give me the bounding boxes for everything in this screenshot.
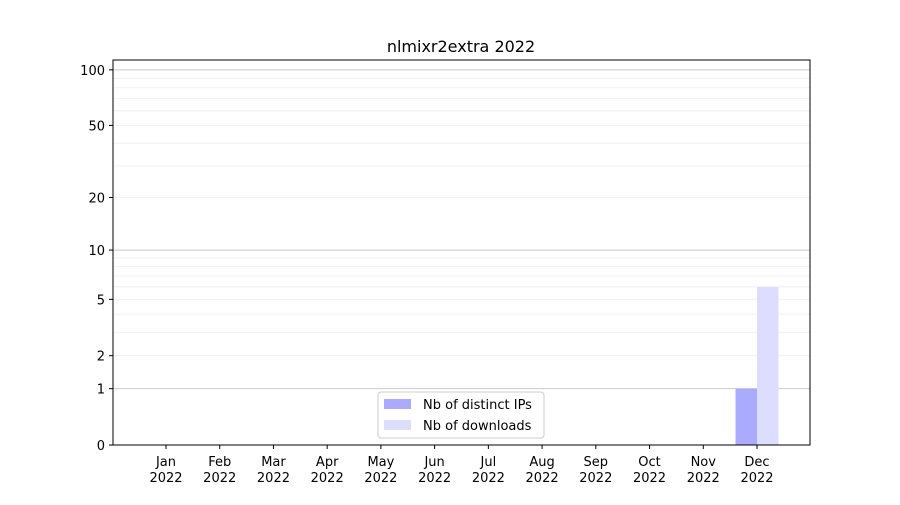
- x-tick-label-month: Jul: [480, 455, 497, 470]
- plot-frame: [112, 59, 811, 446]
- x-tick-label-month: Jan: [155, 455, 176, 470]
- x-tick-label-year: 2022: [149, 471, 182, 486]
- x-tick-label-month: May: [367, 455, 394, 470]
- legend-swatch: [384, 399, 411, 409]
- x-tick-label-month: Feb: [208, 455, 231, 470]
- x-tick-label-year: 2022: [203, 471, 236, 486]
- legend-label: Nb of downloads: [423, 419, 532, 434]
- x-tick-label-month: Mar: [261, 455, 286, 470]
- x-tick-label-month: Oct: [638, 455, 660, 470]
- legend-swatch: [384, 420, 411, 430]
- y-tick-label: 2: [97, 350, 105, 365]
- x-tick-label-year: 2022: [526, 471, 559, 486]
- x-tick-label-year: 2022: [257, 471, 290, 486]
- y-tick-label: 5: [97, 293, 105, 308]
- x-tick-label-month: Sep: [584, 455, 609, 470]
- x-tick-label-year: 2022: [740, 471, 773, 486]
- legend-label: Nb of distinct IPs: [423, 398, 532, 413]
- bar-nb-of-distinct-ips-dec: [735, 388, 757, 445]
- x-tick-label-month: Aug: [529, 455, 554, 470]
- x-tick-label-year: 2022: [579, 471, 612, 486]
- x-tick-label-month: Jun: [423, 455, 444, 470]
- y-tick-label: 1: [97, 383, 105, 398]
- legend: Nb of distinct IPs Nb of downloads: [377, 391, 545, 439]
- x-tick-label-month: Nov: [691, 455, 717, 470]
- y-tick-label: 10: [88, 244, 105, 259]
- x-tick-label-month: Apr: [316, 455, 339, 470]
- x-tick-label-month: Dec: [744, 455, 769, 470]
- x-tick-label-year: 2022: [311, 471, 344, 486]
- x-tick-label-year: 2022: [418, 471, 451, 486]
- x-tick-label-year: 2022: [364, 471, 397, 486]
- y-tick-label: 50: [88, 119, 105, 134]
- x-tick-label-year: 2022: [472, 471, 505, 486]
- y-tick-label: 100: [80, 64, 105, 79]
- x-tick-label-year: 2022: [687, 471, 720, 486]
- y-tick-label: 0: [97, 439, 105, 454]
- legend-box: [377, 391, 545, 439]
- bar-nb-of-downloads-dec: [757, 286, 779, 445]
- chart-title: nlmixr2extra 2022: [387, 37, 535, 56]
- x-tick-label-year: 2022: [633, 471, 666, 486]
- y-tick-label: 20: [88, 192, 105, 207]
